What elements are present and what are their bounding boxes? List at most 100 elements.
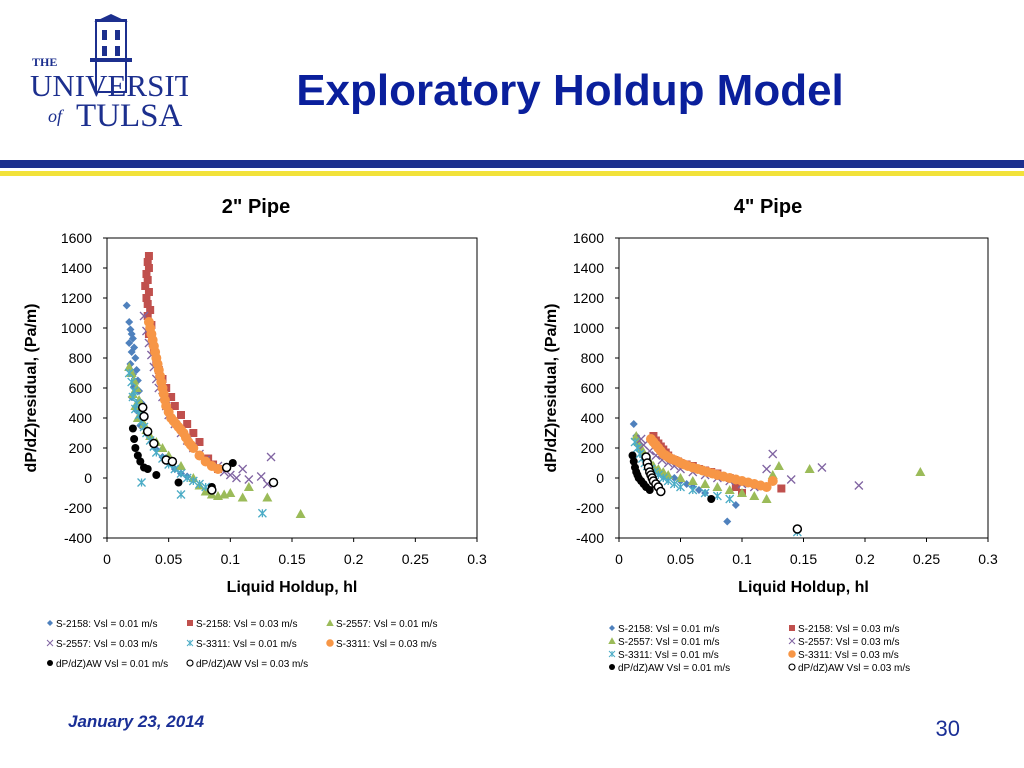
data-point	[707, 495, 716, 503]
data-point	[167, 393, 176, 401]
y-tick-label: -200	[64, 500, 92, 516]
logo-text-of: of	[48, 106, 65, 126]
x-tick-label: 0.15	[790, 551, 817, 567]
data-point	[144, 264, 153, 272]
legend-label: dP/dZ)AW Vsl = 0.01 m/s	[618, 663, 730, 674]
data-point	[731, 501, 740, 509]
data-point	[712, 482, 723, 491]
legend-label: S-2158: Vsl = 0.03 m/s	[196, 619, 297, 630]
legend-marker-shape	[789, 625, 795, 631]
data-point	[761, 494, 772, 503]
y-axis-label: dP/dZ)residual, (Pa/m)	[543, 304, 560, 473]
data-point	[188, 476, 198, 486]
data-point	[182, 473, 192, 483]
legend-label: S-3311: Vsl = 0.03 m/s	[336, 639, 437, 650]
y-tick-label: -400	[64, 530, 92, 546]
series-8	[138, 402, 279, 495]
data-point	[167, 456, 178, 467]
header-divider-navy	[0, 160, 1024, 168]
header-divider-gap	[0, 168, 1024, 171]
data-point	[663, 470, 674, 479]
data-point	[143, 258, 152, 266]
data-point	[658, 473, 668, 483]
data-point	[676, 482, 685, 492]
data-point	[725, 494, 735, 504]
data-point	[127, 348, 136, 356]
legend-marker-shape	[608, 637, 616, 644]
legend-marker-shape	[47, 660, 53, 666]
data-point	[133, 451, 142, 460]
x-tick-label: 0.05	[667, 551, 694, 567]
y-tick-label: -200	[576, 500, 604, 516]
data-point	[213, 464, 223, 474]
y-tick-label: 1000	[61, 320, 92, 336]
legend-marker	[186, 639, 194, 647]
data-point	[629, 457, 638, 466]
legend-marker	[47, 660, 53, 666]
data-point	[195, 438, 204, 446]
data-point	[628, 451, 637, 460]
data-point	[122, 301, 131, 310]
data-point	[688, 485, 698, 495]
y-tick-label: 1400	[61, 260, 92, 276]
data-point	[238, 464, 248, 474]
data-point	[142, 270, 151, 278]
data-point	[125, 339, 134, 347]
legend-marker-shape	[186, 659, 194, 667]
legend-label: S-2158: Vsl = 0.03 m/s	[798, 624, 899, 635]
data-point	[132, 366, 141, 374]
plot-area	[618, 237, 989, 539]
data-point	[194, 450, 205, 461]
data-point	[128, 424, 137, 433]
data-point	[854, 481, 864, 490]
data-point	[262, 492, 273, 502]
data-point	[170, 402, 179, 410]
data-point	[700, 479, 711, 488]
legend-label: S-2557: Vsl = 0.01 m/s	[618, 637, 719, 648]
legend-marker	[186, 659, 194, 667]
legend-marker-shape	[608, 650, 616, 658]
y-tick-label: 600	[581, 380, 605, 396]
data-point	[142, 426, 153, 437]
legend-marker	[608, 650, 616, 658]
data-point	[629, 420, 638, 428]
legend-marker-shape	[609, 625, 615, 631]
legend-marker-shape	[46, 639, 54, 647]
header-divider-yellow	[0, 171, 1024, 176]
data-point	[749, 491, 760, 500]
data-point	[237, 492, 248, 502]
y-tick-label: 1000	[573, 320, 604, 336]
x-tick-label: 0.1	[221, 551, 241, 567]
data-point	[130, 435, 139, 443]
data-point	[183, 420, 192, 428]
logo-text-tulsa: TULSA	[76, 98, 183, 134]
legend-marker	[326, 619, 334, 626]
legend-marker	[46, 639, 54, 647]
data-point	[768, 449, 778, 459]
data-point	[777, 484, 786, 493]
data-point	[256, 472, 266, 481]
series-7	[628, 451, 716, 503]
data-point	[149, 438, 159, 449]
y-tick-label: 400	[581, 410, 605, 426]
x-tick-label: 0.2	[344, 551, 364, 567]
data-point	[724, 485, 735, 494]
y-tick-label: -400	[576, 530, 604, 546]
data-point	[225, 470, 235, 480]
data-point	[244, 475, 254, 484]
legend-label: dP/dZ)AW Vsl = 0.03 m/s	[196, 659, 308, 670]
data-point	[146, 306, 155, 314]
university-of-tulsa-logo: THE UNIVERSITY of TULSA	[30, 14, 188, 134]
data-point	[124, 368, 134, 378]
legend-marker-shape	[326, 639, 334, 647]
x-axis-label: Liquid Holdup, hl	[227, 579, 358, 596]
data-point	[670, 474, 679, 482]
x-tick-label: 0.1	[732, 551, 752, 567]
data-point	[176, 461, 186, 470]
legend-label: S-2557: Vsl = 0.01 m/s	[336, 619, 437, 630]
data-point	[141, 282, 150, 290]
legend-marker	[609, 664, 615, 670]
slide-date: January 23, 2014	[68, 712, 205, 731]
data-point	[228, 459, 237, 467]
